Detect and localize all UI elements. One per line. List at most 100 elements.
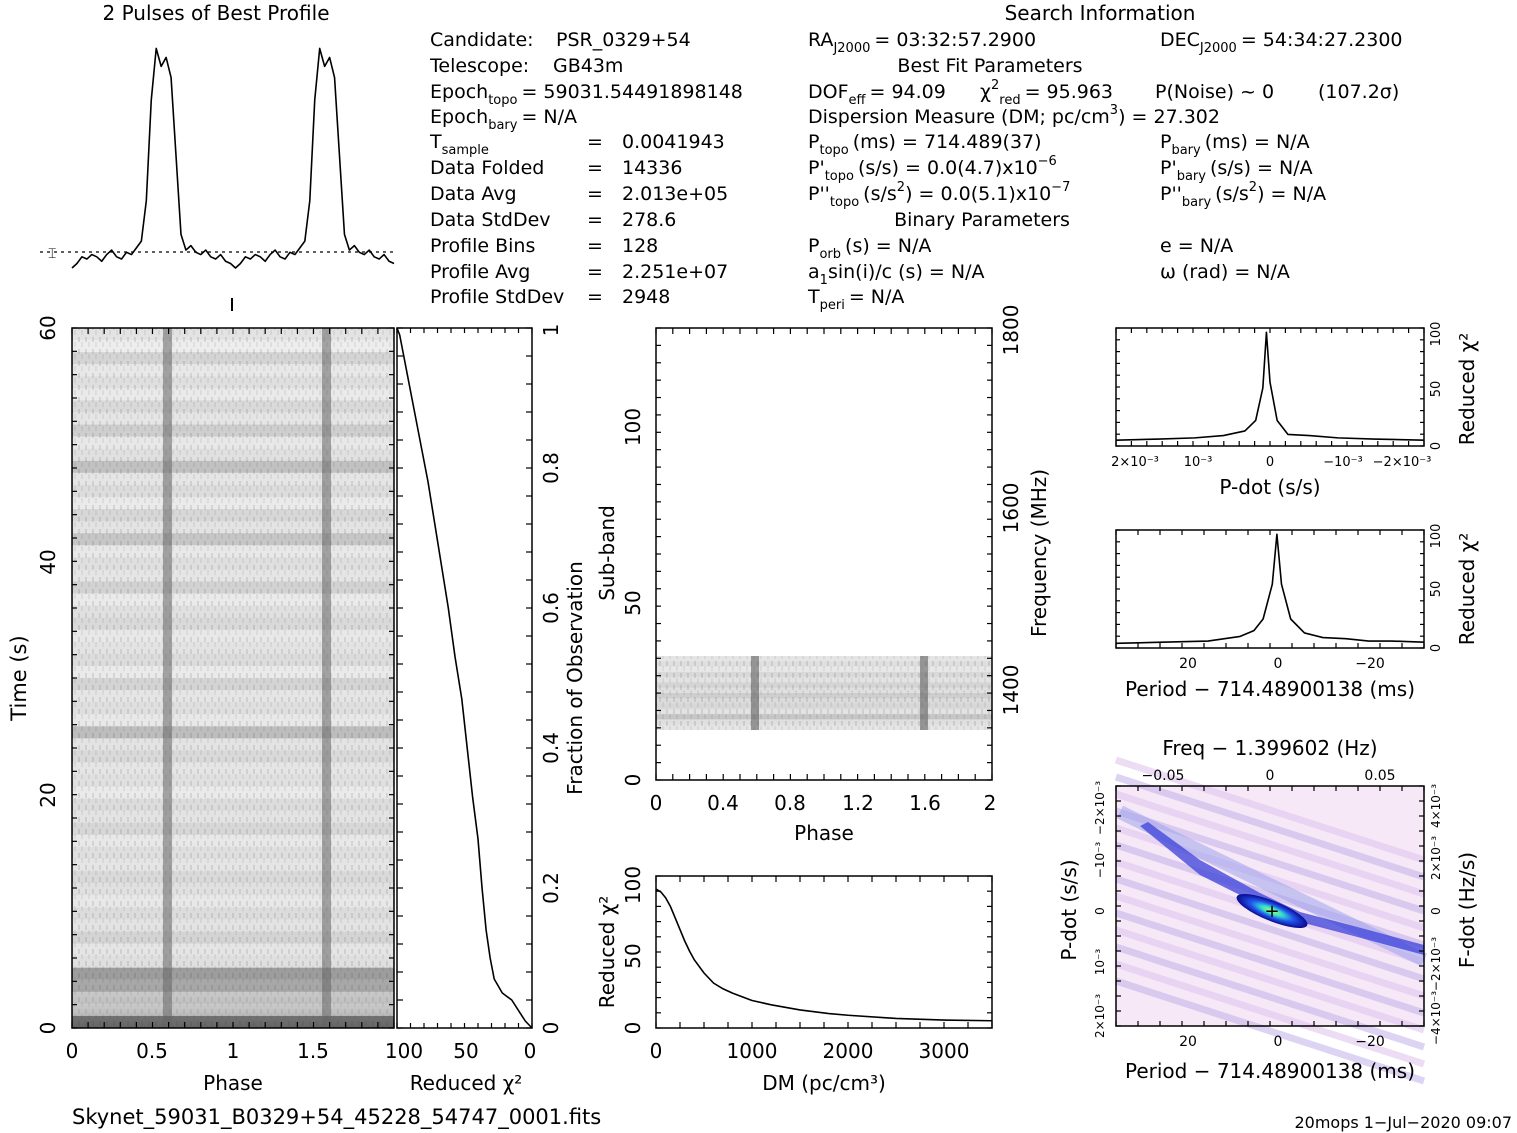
ppdot-ylabel-right: F-dot (Hz/s) xyxy=(1455,852,1479,968)
time-phase-row xyxy=(72,617,394,630)
time-phase-row xyxy=(72,907,394,920)
time-phase-row xyxy=(72,714,394,727)
ppdot-y-tick-0: 2×10⁻³ xyxy=(1093,994,1107,1038)
chi2-fraction-y-tick-4: 0.8 xyxy=(539,452,563,484)
time-phase-row xyxy=(72,955,394,968)
ppdot-streak xyxy=(1114,960,1426,1068)
time-phase-row xyxy=(72,798,394,811)
ppdot-right-tick-0: −4×10⁻³ xyxy=(1429,991,1443,1045)
time-phase-row xyxy=(72,702,394,715)
subband-row xyxy=(656,714,992,720)
dof: DOFeff = 94.09 xyxy=(808,81,946,108)
ppdot-y-tick-3: −10⁻³ xyxy=(1093,842,1107,879)
profile-bins-value: 128 xyxy=(622,235,658,257)
time-phase-row xyxy=(72,641,394,654)
porb: Porb (s) = N/A xyxy=(808,235,931,262)
subband-x-tick-4: 1.6 xyxy=(909,791,941,815)
time-phase-row xyxy=(72,594,394,606)
dm-x-tick-0: 0 xyxy=(650,1039,663,1063)
time-phase-row xyxy=(72,666,394,678)
dm-curve xyxy=(655,888,993,1022)
chi2-fraction-y-tick-1: 0.2 xyxy=(539,872,563,904)
data-avg-label: Data Avg xyxy=(430,183,517,205)
subband-pulse-1 xyxy=(751,656,759,730)
time-phase-row xyxy=(72,967,394,980)
subband-row xyxy=(656,724,992,730)
chi2-fraction-x-tick-0: 100 xyxy=(385,1039,423,1063)
chi2-fraction-curve xyxy=(396,327,533,1029)
time-phase-row xyxy=(72,834,394,847)
subband-pulse-2 xyxy=(920,656,928,730)
subband-xlabel: Phase xyxy=(794,821,854,845)
best-fit-title: Best Fit Parameters xyxy=(897,55,1082,77)
ppdot-streak xyxy=(1114,977,1426,1085)
pdot-panel: 2×10⁻³ 10⁻³ 0 −10⁻³ −2×10⁻³ P-dot (s/s) … xyxy=(1111,322,1479,499)
time-phase-y-tick-1: 20 xyxy=(36,782,60,807)
time-phase-row xyxy=(72,991,394,1004)
time-phase-row xyxy=(72,726,394,739)
subband-y-tick-1: 50 xyxy=(621,590,645,615)
ppdot-x-tick-0: 20 xyxy=(1179,1034,1197,1050)
frequency-tick-2: 1800 xyxy=(999,305,1023,356)
time-phase-row xyxy=(72,787,394,799)
subband-x-tick-2: 0.8 xyxy=(774,791,806,815)
time-phase-row xyxy=(72,472,394,485)
chi2-fraction-ylabel: Fraction of Observation xyxy=(563,561,587,795)
fits-filename: Skynet_59031_B0329+54_45228_54747_0001.f… xyxy=(72,1105,601,1130)
subband-row xyxy=(656,682,992,688)
ppdot-best-marker-icon: + xyxy=(1264,901,1279,922)
eq-3: = xyxy=(587,183,603,205)
profile-bins-label: Profile Bins xyxy=(430,235,535,257)
time-phase-y-tick-3: 60 xyxy=(36,315,60,340)
dm-x-tick-1: 1000 xyxy=(727,1039,778,1063)
pddot-topo: P''topo (s/s2) = 0.0(5.1)x10−7 xyxy=(808,180,1070,210)
time-phase-row xyxy=(72,497,394,509)
time-phase-row xyxy=(72,533,394,546)
time-phase-xlabel: Phase xyxy=(203,1071,263,1095)
time-phase-row xyxy=(72,340,394,352)
ppdot-streak xyxy=(1114,773,1426,881)
pdot-curve xyxy=(1115,331,1425,441)
time-phase-row xyxy=(72,521,394,534)
pdot-x-tick-3: −10⁻³ xyxy=(1323,455,1363,470)
data-folded-value: 14336 xyxy=(622,157,682,179)
time-phase-row xyxy=(72,484,394,497)
time-phase-panel: 0 0.5 1 1.5 Phase 0 20 40 60 Time (s) xyxy=(7,315,395,1095)
time-phase-row xyxy=(72,581,394,594)
subband-row xyxy=(656,693,992,699)
time-phase-x-tick-3: 1.5 xyxy=(297,1039,329,1063)
subband-y-tick-2: 100 xyxy=(621,408,645,446)
dm-panel: 0 1000 2000 3000 DM (pc/cm³) 0 50 100 Re… xyxy=(595,866,993,1095)
period-panel: 20 0 −20 Period − 714.48900138 (ms) 0 50… xyxy=(1115,524,1479,701)
profile-avg-value: 2.251e+07 xyxy=(622,261,728,283)
pulse-track-1 xyxy=(163,328,172,1028)
frequency-label: Frequency (MHz) xyxy=(1027,469,1051,637)
dm-x-tick-3: 3000 xyxy=(919,1039,970,1063)
dm-xlabel: DM (pc/cm³) xyxy=(762,1071,886,1095)
chi2-fraction-y-tick-0: 0 xyxy=(539,1022,563,1035)
eq-7: = xyxy=(587,286,603,308)
time-phase-row xyxy=(72,846,394,860)
time-phase-x-tick-0: 0 xyxy=(66,1039,79,1063)
time-phase-row xyxy=(72,690,394,703)
pbary: Pbary (ms) = N/A xyxy=(1160,131,1310,158)
search-info: Search Information Candidate: PSR_0329+5… xyxy=(429,1,1403,313)
dm-value: Dispersion Measure (DM; pc/cm3) = 27.302 xyxy=(808,103,1220,128)
profile-std-label: Profile StdDev xyxy=(430,286,564,308)
pdot-x-tick-4: −2×10⁻³ xyxy=(1373,455,1432,470)
period-y-tick-0: 0 xyxy=(1429,644,1444,652)
time-phase-row-bands xyxy=(72,328,394,1028)
chi2-fraction-panel: 100 50 0 Reduced χ² 0 0.2 0.4 0.6 0.8 1 … xyxy=(385,324,587,1095)
profile-curve xyxy=(71,47,395,269)
eq-5: = xyxy=(587,235,603,257)
search-info-title: Search Information xyxy=(1005,1,1196,25)
omega: ω (rad) = N/A xyxy=(1160,261,1290,283)
frequency-tick-1: 1600 xyxy=(999,483,1023,534)
timestamp: 20mops 1−Jul−2020 09:07 xyxy=(1294,1113,1512,1132)
data-std-value: 278.6 xyxy=(622,209,676,231)
time-phase-row xyxy=(72,400,394,413)
time-phase-row xyxy=(72,460,394,473)
ppdot-y-tick-1: 10⁻³ xyxy=(1093,949,1107,976)
subband-row xyxy=(656,677,992,683)
time-phase-row xyxy=(72,412,394,425)
